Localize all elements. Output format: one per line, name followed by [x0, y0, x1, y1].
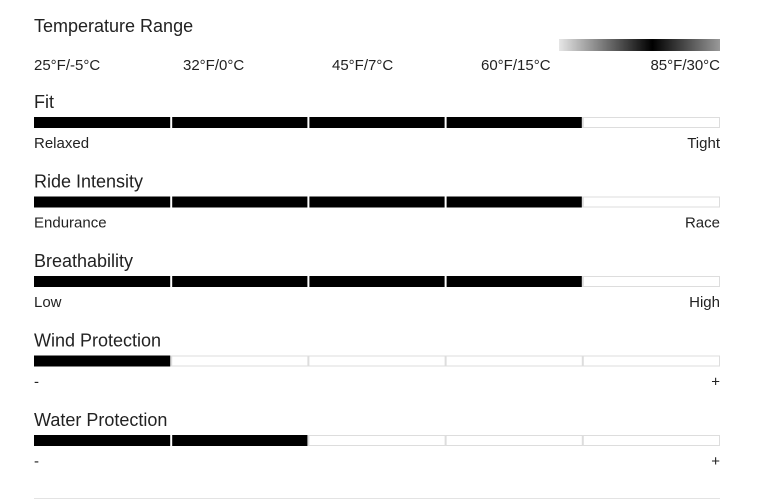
temperature-label: 85°F/30°C	[650, 57, 720, 74]
high-label: High	[689, 294, 720, 311]
temperature-label: 32°F/0°C	[183, 57, 244, 74]
high-label: Race	[685, 214, 720, 231]
rating-title: Ride Intensity	[34, 171, 143, 191]
rating-title: Wind Protection	[34, 330, 161, 350]
temperature-label: 45°F/7°C	[332, 57, 393, 74]
temperature-title: Temperature Range	[34, 16, 193, 36]
low-label: -	[34, 453, 39, 470]
high-label: Tight	[687, 135, 721, 152]
rating-fill	[34, 355, 172, 367]
low-label: Relaxed	[34, 135, 89, 152]
rating-title: Breathability	[34, 251, 133, 271]
temperature-gradient	[559, 39, 720, 51]
temperature-label: 25°F/-5°C	[34, 57, 100, 74]
low-label: Endurance	[34, 214, 107, 231]
rating-title: Fit	[34, 92, 54, 112]
high-label: +	[711, 373, 720, 390]
high-label: +	[711, 453, 720, 470]
low-label: -	[34, 373, 39, 390]
low-label: Low	[34, 294, 62, 311]
rating-title: Water Protection	[34, 410, 167, 430]
temperature-label: 60°F/15°C	[481, 57, 551, 74]
